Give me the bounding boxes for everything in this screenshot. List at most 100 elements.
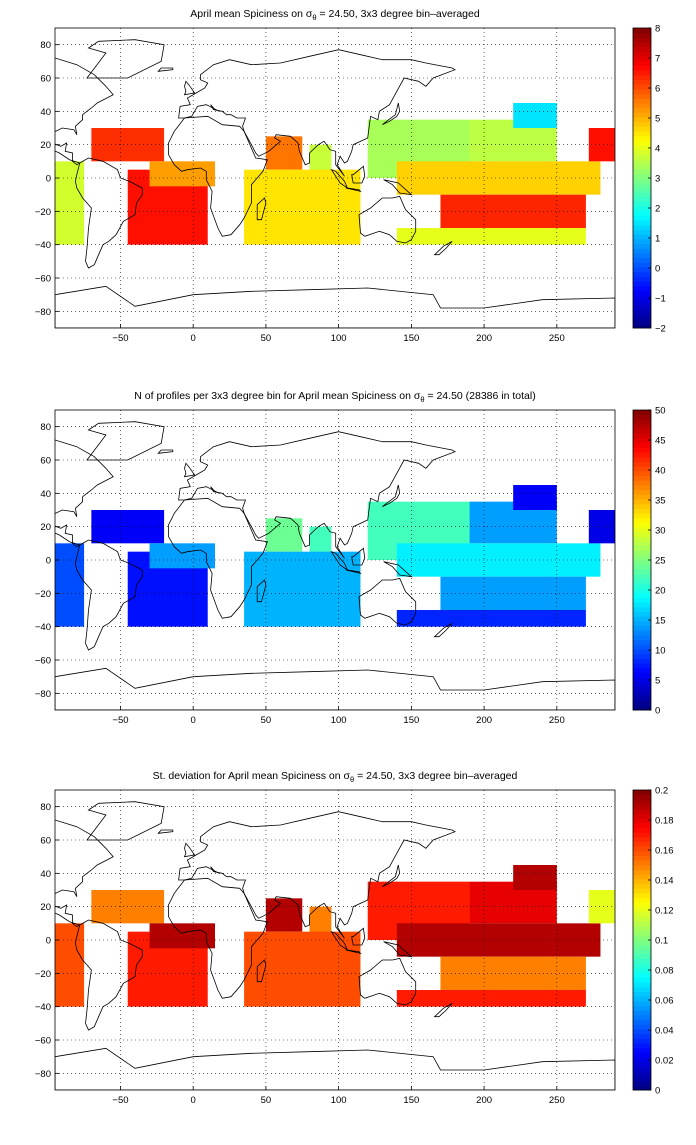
y-tick-label: −20 xyxy=(35,969,51,980)
x-tick-label: 50 xyxy=(261,715,272,726)
colorbar-segment xyxy=(633,290,651,296)
colorbar-segment xyxy=(633,672,651,678)
colorbar-segment xyxy=(633,456,651,462)
coastline-10 xyxy=(383,941,413,958)
y-tick-label: 40 xyxy=(40,107,51,118)
colorbar-segment xyxy=(633,117,651,123)
colorbar-tick-label: 5 xyxy=(655,114,660,125)
colorbar-segment xyxy=(633,173,651,179)
colorbar-segment xyxy=(633,103,651,109)
colorbar-segment xyxy=(633,318,651,324)
colorbar-segment xyxy=(633,888,651,894)
colorbar-segment xyxy=(633,1066,651,1072)
colorbar-segment xyxy=(633,1043,651,1049)
coastlines xyxy=(55,801,615,1090)
colorbar-segment xyxy=(633,56,651,62)
coastline-2 xyxy=(86,421,165,461)
colorbar-segment xyxy=(633,611,651,617)
colorbar: 8 7 6 5 4 3 2 1 0 −1 −2 xyxy=(632,24,666,335)
heatmap-region-13 xyxy=(588,890,615,924)
colorbar-segment xyxy=(633,681,651,687)
heatmap-region-13 xyxy=(588,128,615,162)
colorbar-tick-label: 0.2 xyxy=(655,786,668,797)
colorbar-tick-label: 5 xyxy=(655,676,660,687)
colorbar-segment xyxy=(633,883,651,889)
x-tick-label: 150 xyxy=(403,1095,419,1106)
colorbar-segment xyxy=(633,677,651,683)
colorbar-segment xyxy=(633,220,651,226)
y-tick-label: −60 xyxy=(35,656,51,667)
colorbar-segment xyxy=(633,323,651,329)
coastline-3 xyxy=(168,115,268,237)
colorbar-tick-label: 1 xyxy=(655,234,660,245)
title-text: N of profiles per 3x3 degree bin for Apr… xyxy=(134,390,414,402)
colorbar-segment xyxy=(633,790,651,796)
colorbar-segment xyxy=(633,630,651,636)
coastline-5 xyxy=(358,577,417,626)
coastline-11 xyxy=(382,484,401,508)
coastline-9 xyxy=(351,927,366,946)
coastline-14 xyxy=(157,829,174,834)
colorbar-segment xyxy=(633,253,651,259)
colorbar-segment xyxy=(633,285,651,291)
heatmap-region-9 xyxy=(513,485,557,510)
colorbar-segment xyxy=(633,808,651,814)
colorbar-segment xyxy=(633,921,651,927)
colorbar-segment xyxy=(633,574,651,580)
colorbar-segment xyxy=(633,616,651,622)
coastline-15 xyxy=(55,1047,615,1090)
x-tick-label: −50 xyxy=(112,715,128,726)
colorbar-segment xyxy=(633,874,651,880)
y-tick-label: −60 xyxy=(35,274,51,285)
colorbar-segment xyxy=(633,149,651,155)
coastline-11 xyxy=(382,102,401,126)
coastline-2 xyxy=(86,39,165,79)
colorbar-segment xyxy=(633,991,651,997)
colorbar-tick-label: 10 xyxy=(655,646,666,657)
y-tick-label: 20 xyxy=(40,140,51,151)
coastline-15 xyxy=(55,667,615,710)
coastline-5 xyxy=(358,195,417,244)
coastline-8 xyxy=(345,569,362,574)
colorbar-segment xyxy=(633,243,651,249)
y-tick-label: −20 xyxy=(35,207,51,218)
colorbar-segment xyxy=(633,88,651,95)
coastline-8 xyxy=(345,949,362,954)
colorbar-segment xyxy=(633,954,651,960)
colorbar-segment xyxy=(633,940,651,946)
x-tick-label: −50 xyxy=(112,333,128,344)
colorbar-segment xyxy=(633,206,651,212)
colorbar-segment xyxy=(633,827,651,833)
heatmap-region-6 xyxy=(244,551,361,627)
colorbar-tick-label: 2 xyxy=(655,204,660,215)
title-text: St. deviation for April mean Spiciness o… xyxy=(153,770,344,782)
colorbar-segment xyxy=(633,447,651,453)
x-tick-label: 50 xyxy=(261,333,272,344)
x-tick-label: 150 xyxy=(403,715,419,726)
colorbar-segment xyxy=(633,309,651,315)
colorbar-segment xyxy=(633,560,651,566)
colorbar-segment xyxy=(633,140,651,146)
colorbar-segment xyxy=(633,602,651,608)
colorbar-segment xyxy=(633,475,651,481)
title-text-end: = 24.50 (28386 in total) xyxy=(425,390,536,402)
coastline-1 xyxy=(74,919,143,1031)
heatmap-region-13 xyxy=(588,510,615,544)
colorbar-segment xyxy=(633,84,651,90)
colorbar-segment xyxy=(633,597,651,603)
x-tick-label: 100 xyxy=(331,1095,347,1106)
x-tick-label: 200 xyxy=(476,715,492,726)
colorbar-segment xyxy=(633,159,651,165)
colorbar-segment xyxy=(633,470,651,477)
colorbar-segment xyxy=(633,74,651,80)
colorbar-segment xyxy=(633,935,651,941)
heatmap-region-3 xyxy=(149,161,215,187)
colorbar-tick-label: 0 xyxy=(655,706,660,717)
colorbar-segment xyxy=(633,691,651,697)
colorbar-tick-label: −2 xyxy=(655,324,666,335)
colorbar-segment xyxy=(633,1010,651,1016)
colorbar-segment xyxy=(633,1071,651,1077)
y-tick-label: 80 xyxy=(40,40,51,51)
panel-title: St. deviation for April mean Spiciness o… xyxy=(153,770,518,784)
